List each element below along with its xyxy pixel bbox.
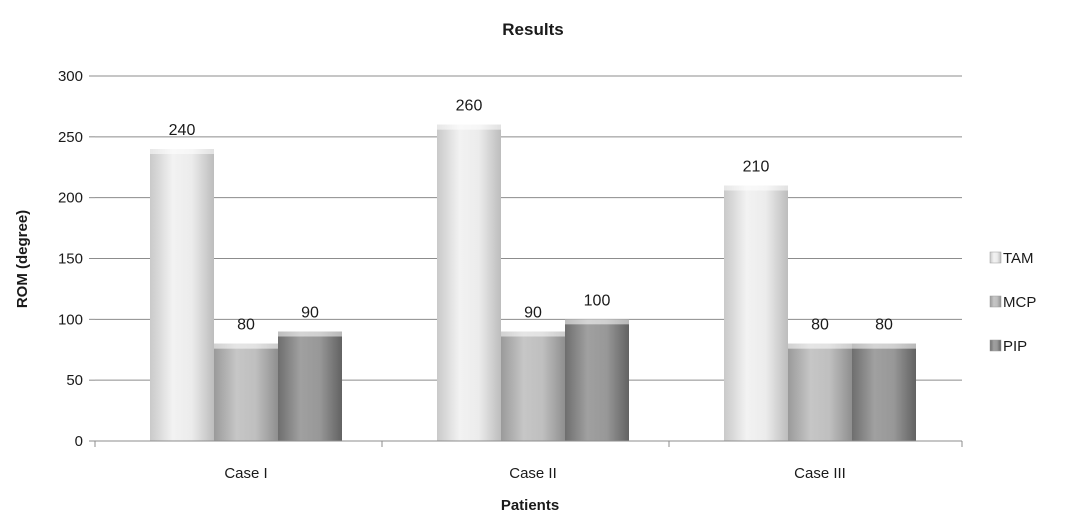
- y-tick-label: 150: [58, 251, 83, 268]
- legend-item-pip: PIP: [989, 338, 1027, 355]
- bar-body: [278, 331, 342, 441]
- bar-body: [150, 149, 214, 441]
- bar-mcp-1: [214, 343, 278, 441]
- y-tick-label: 0: [75, 433, 83, 450]
- bar-bevel: [788, 343, 852, 349]
- bar-body: [565, 319, 629, 441]
- data-label: 100: [584, 292, 611, 309]
- bar-body: [788, 343, 852, 441]
- bar-tam-2: [437, 124, 501, 442]
- data-label: 260: [456, 98, 483, 115]
- legend-swatch: [989, 339, 1002, 352]
- data-label: 240: [169, 122, 196, 139]
- x-tick-label: Case III: [794, 465, 846, 482]
- bar-bevel: [278, 331, 342, 337]
- bar-bevel: [852, 343, 916, 349]
- bar-mcp-3: [788, 343, 852, 441]
- legend-label: TAM: [1003, 250, 1034, 267]
- bar-pip-3: [852, 343, 916, 441]
- data-label: 90: [524, 305, 542, 322]
- data-label: 210: [743, 159, 770, 176]
- bar-body: [501, 331, 565, 441]
- bar-bevel: [437, 124, 501, 130]
- data-label: 80: [811, 317, 829, 334]
- legend-label: PIP: [1003, 338, 1027, 355]
- x-axis-ticks: Case I Case II Case III: [94, 441, 963, 482]
- data-labels: 240 80 90 260 90 100 210 80 80: [169, 98, 893, 334]
- bar-tam-3: [724, 185, 788, 441]
- y-axis-ticks: 0 50 100 150 200 250 300: [58, 68, 95, 450]
- bar-body: [852, 343, 916, 441]
- data-label: 80: [875, 317, 893, 334]
- y-axis-title: ROM (degree): [14, 210, 31, 308]
- bars: [150, 124, 916, 442]
- x-tick-label: Case II: [509, 465, 557, 482]
- y-tick-label: 300: [58, 68, 83, 85]
- legend-label: MCP: [1003, 294, 1036, 311]
- x-tick-label: Case I: [224, 465, 267, 482]
- bar-mcp-2: [501, 331, 565, 441]
- legend: TAM MCP PIP: [989, 250, 1036, 355]
- bar-bevel: [150, 149, 214, 154]
- data-label: 80: [237, 317, 255, 334]
- bar-bevel: [724, 185, 788, 191]
- legend-item-mcp: MCP: [989, 294, 1036, 311]
- bar-pip-1: [278, 331, 342, 441]
- legend-item-tam: TAM: [989, 250, 1034, 267]
- x-axis-title: Patients: [501, 497, 559, 514]
- legend-swatch: [989, 251, 1002, 264]
- data-label: 90: [301, 305, 319, 322]
- bar-body: [724, 185, 788, 441]
- bar-bevel: [565, 319, 629, 325]
- y-tick-label: 250: [58, 129, 83, 146]
- bar-body: [437, 124, 501, 442]
- y-tick-label: 100: [58, 311, 83, 328]
- bar-bevel: [501, 331, 565, 337]
- bar-body: [214, 343, 278, 441]
- chart-title: Results: [502, 20, 563, 39]
- y-tick-label: 50: [66, 372, 83, 389]
- bar-pip-2: [565, 319, 629, 441]
- bar-bevel: [214, 343, 278, 349]
- legend-swatch: [989, 295, 1002, 308]
- y-tick-label: 200: [58, 190, 83, 207]
- bar-tam-1: [150, 149, 214, 441]
